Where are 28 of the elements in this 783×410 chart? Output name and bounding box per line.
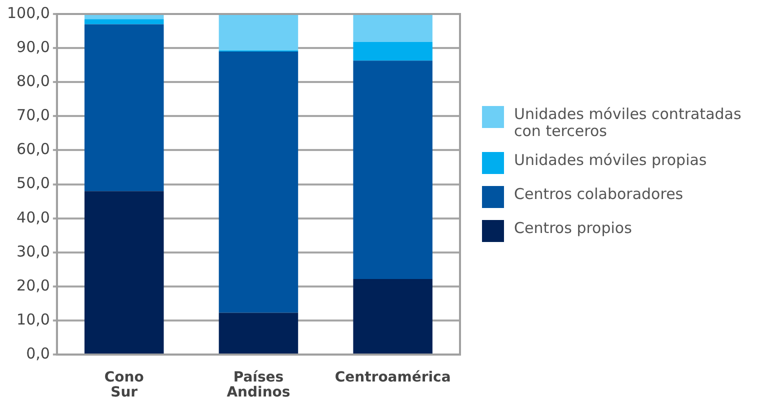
y-tick-label: 70,0 bbox=[16, 106, 50, 124]
y-tick-label: 80,0 bbox=[16, 72, 50, 90]
y-tick-label: 0,0 bbox=[26, 344, 50, 362]
y-tick-label: 50,0 bbox=[16, 174, 50, 192]
y-tick-label: 30,0 bbox=[16, 242, 50, 260]
bar bbox=[218, 14, 298, 50]
y-tick-label: 40,0 bbox=[16, 208, 50, 226]
x-tick-label: Países Andinos bbox=[226, 370, 290, 400]
bar bbox=[84, 24, 164, 192]
y-tick-label: 90,0 bbox=[16, 38, 50, 56]
legend-label: Unidades móviles contratadas con terceros bbox=[514, 105, 742, 140]
bar bbox=[218, 312, 298, 354]
legend-label: Centros colaboradores bbox=[514, 185, 684, 203]
bar bbox=[84, 191, 164, 354]
bar bbox=[353, 278, 432, 354]
bar bbox=[353, 42, 432, 61]
legend-label: Unidades móviles propias bbox=[514, 151, 708, 169]
y-tick-label: 10,0 bbox=[16, 310, 50, 328]
bar bbox=[218, 51, 298, 313]
legend-label: Centros propios bbox=[514, 219, 633, 237]
x-tick-label: Centroamérica bbox=[334, 370, 451, 386]
y-tick-label: 100,0 bbox=[6, 4, 50, 22]
bar bbox=[353, 14, 432, 42]
bar bbox=[84, 19, 164, 24]
y-tick-label: 60,0 bbox=[16, 140, 50, 158]
x-tick-label: Cono Sur bbox=[104, 370, 144, 400]
y-tick-label: 20,0 bbox=[16, 276, 50, 294]
bar bbox=[353, 60, 432, 279]
